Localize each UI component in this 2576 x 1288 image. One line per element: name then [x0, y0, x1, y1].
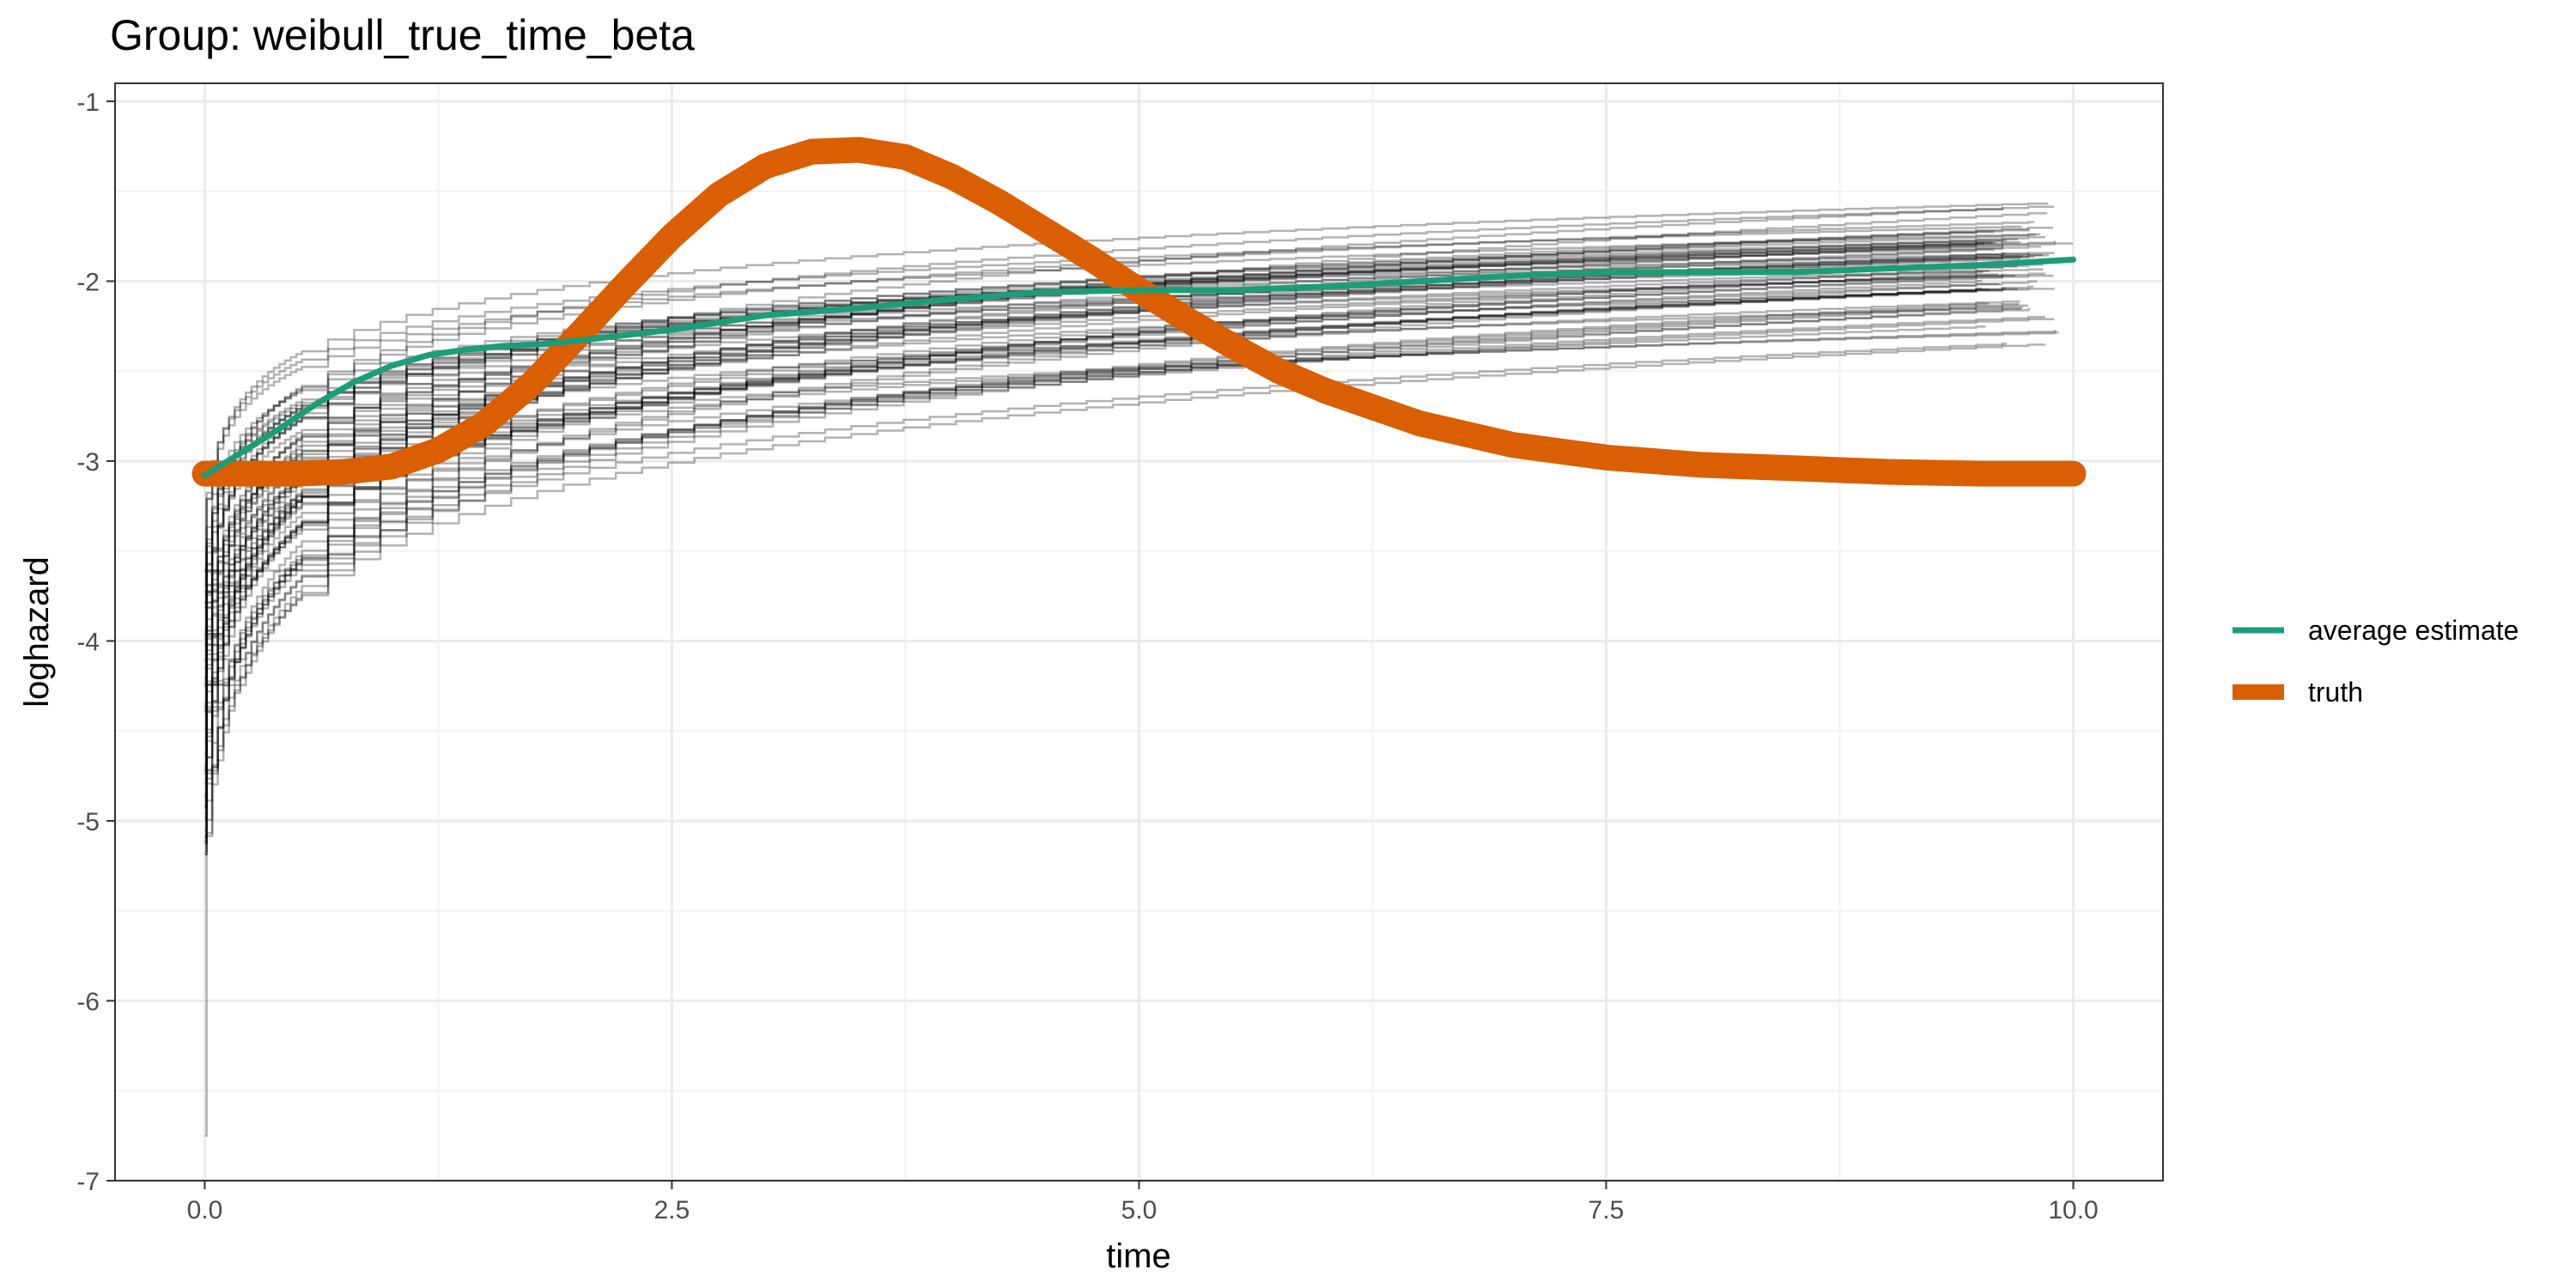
y-axis-title: loghazard: [18, 556, 56, 708]
replicate-line: [204, 202, 2049, 706]
replicate-line: [204, 233, 2041, 755]
replicate-line: [204, 221, 2035, 642]
y-tick-label: -7: [76, 1168, 100, 1196]
replicate-line: [204, 241, 2021, 635]
replicate-line: [204, 246, 2004, 582]
replicate-line: [204, 280, 2038, 839]
replicate-line: [204, 205, 2055, 609]
replicate-line: [204, 245, 2042, 711]
replicate-line: [204, 263, 2044, 1137]
replicate-line: [204, 301, 2020, 842]
legend-label: truth: [2308, 677, 2363, 708]
x-axis: 0.0 2.5 5.0 7.5 10.0: [187, 1181, 2099, 1224]
replicate-line: [204, 239, 2007, 806]
replicate-line: [204, 302, 2020, 821]
replicate-line: [204, 279, 1983, 587]
y-tick-label: -3: [76, 448, 100, 477]
x-tick-label: 5.0: [1121, 1196, 1157, 1224]
replicate-line: [204, 272, 2046, 771]
replicate-line: [204, 212, 2048, 799]
legend-label: average estimate: [2308, 615, 2518, 646]
x-axis-title: time: [1106, 1237, 1171, 1275]
replicate-line: [204, 307, 2022, 687]
replicate-line: [204, 288, 2018, 838]
x-tick-label: 2.5: [654, 1196, 690, 1224]
y-tick-label: -4: [76, 628, 100, 656]
x-tick-label: 7.5: [1589, 1196, 1625, 1224]
replicate-line: [204, 226, 2053, 856]
replicate-line: [204, 252, 2055, 856]
replicate-line: [204, 225, 2022, 730]
replicate-line: [204, 316, 2045, 685]
replicate-line: [204, 265, 2018, 687]
y-axis: -7 -6 -5 -4 -3 -2 -1: [76, 88, 115, 1196]
series-truth: [191, 137, 2087, 487]
replicate-line: [204, 289, 1990, 683]
y-tick-label: -5: [76, 808, 100, 836]
replicate-line: [204, 258, 2020, 670]
y-tick-label: -1: [76, 88, 100, 117]
replicate-line: [204, 285, 2033, 819]
plot-panel: [114, 82, 2164, 1182]
replicate-line: [204, 270, 1984, 704]
replicate-line: [204, 248, 1995, 635]
replicate-line: [204, 343, 2046, 775]
replicate-line: [204, 238, 2019, 802]
replicate-line: [204, 287, 2006, 593]
replicate-line: [204, 304, 2029, 772]
y-tick-label: -6: [76, 987, 100, 1016]
replicate-line: [204, 302, 1990, 661]
replicate-line: [204, 331, 2059, 652]
chart-title: Group: weibull_true_time_beta: [110, 11, 695, 59]
series-average-estimate: [202, 256, 2076, 479]
x-tick-label: 10.0: [2048, 1196, 2098, 1224]
replicate-line: [204, 342, 2007, 572]
replicate-line: [204, 228, 2030, 768]
replicate-line: [204, 268, 2044, 774]
replicate-line: [204, 307, 2031, 708]
legend: average estimate truth: [2233, 615, 2518, 708]
replicate-line: [204, 274, 2054, 853]
replicate-line: [204, 287, 1983, 785]
replicate-line: [204, 207, 2004, 572]
replicate-line: [204, 330, 2057, 771]
replicate-line: [204, 274, 2015, 662]
series-lines: [191, 137, 2087, 487]
y-tick-label: -2: [76, 268, 100, 296]
x-tick-label: 0.0: [187, 1196, 223, 1224]
replicate-line: [204, 318, 2055, 808]
replicate-line: [204, 325, 1986, 713]
replicate-line: [204, 283, 2000, 638]
replicate-line: [204, 273, 1999, 845]
